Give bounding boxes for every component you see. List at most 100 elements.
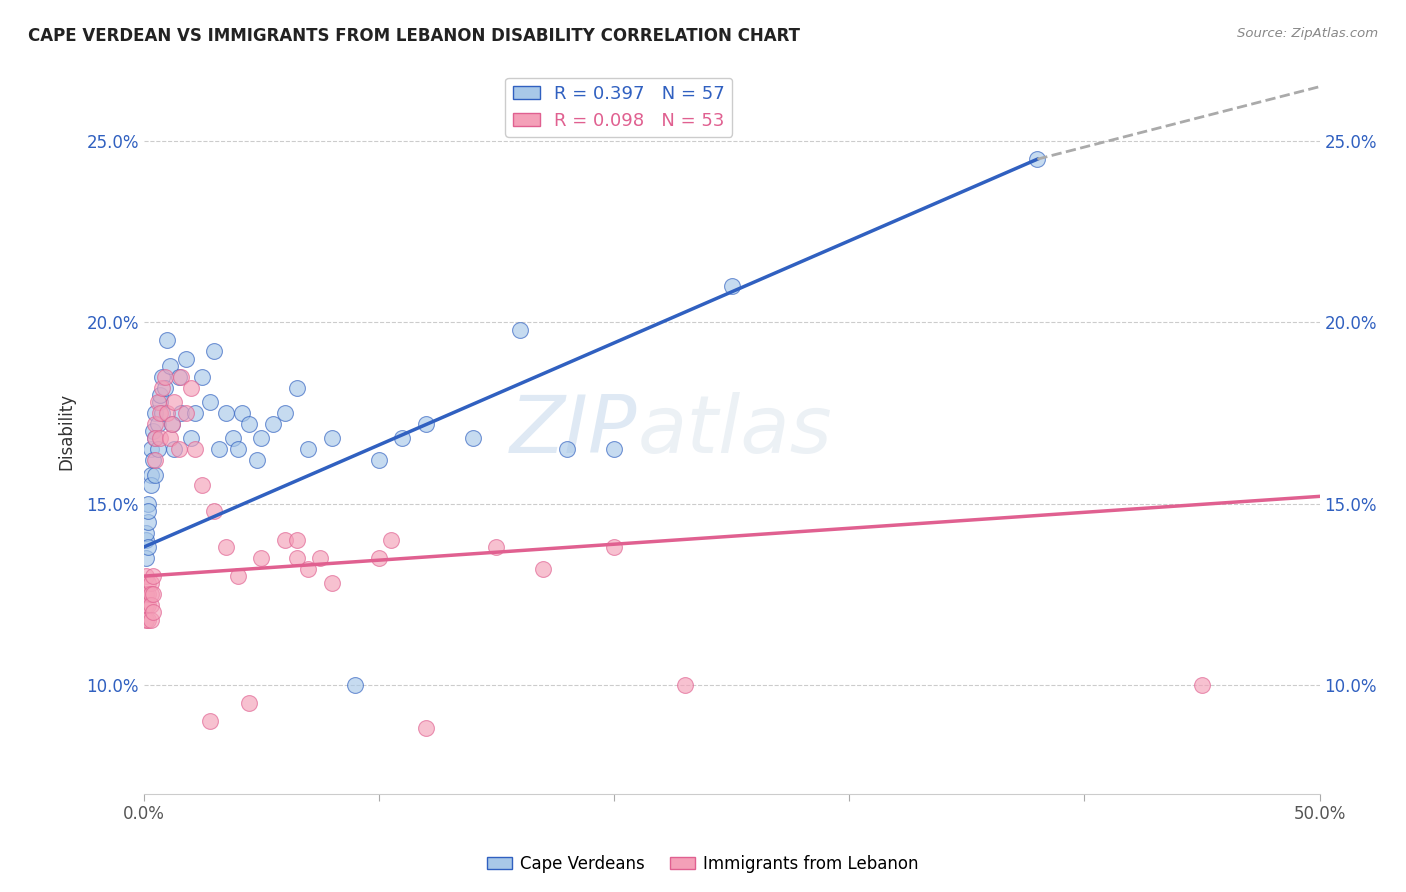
Point [170, 369, 193, 384]
Point [152, 369, 174, 384]
Point [174, 406, 197, 420]
Point [167, 442, 190, 457]
Point [215, 406, 238, 420]
Point [152, 406, 174, 420]
Point [149, 406, 172, 420]
Point [321, 576, 343, 591]
Point [152, 381, 174, 395]
Point [149, 395, 172, 409]
Point [180, 431, 202, 445]
Text: atlas: atlas [637, 392, 832, 470]
Point [138, 497, 160, 511]
Point [285, 381, 308, 395]
Point [139, 576, 162, 591]
Point [367, 453, 389, 467]
Point [142, 606, 165, 620]
Point [138, 515, 160, 529]
Point [202, 504, 225, 518]
Point [135, 569, 157, 583]
Point [159, 431, 181, 445]
Point [163, 442, 186, 457]
Legend: R = 0.397   N = 57, R = 0.098   N = 53: R = 0.397 N = 57, R = 0.098 N = 53 [506, 78, 733, 137]
Point [250, 551, 273, 566]
Point [149, 388, 172, 402]
Point [198, 395, 221, 409]
Point [153, 369, 176, 384]
Point [138, 613, 160, 627]
Point [149, 431, 172, 445]
Point [170, 406, 193, 420]
Point [139, 478, 162, 492]
Point [145, 431, 167, 445]
Point [262, 417, 284, 431]
Point [238, 696, 260, 710]
Point [145, 417, 167, 431]
Point [285, 551, 308, 566]
Point [367, 551, 389, 566]
Point [461, 431, 484, 445]
Text: Source: ZipAtlas.com: Source: ZipAtlas.com [1237, 27, 1378, 40]
Point [174, 351, 197, 366]
Point [509, 322, 531, 336]
Y-axis label: Disability: Disability [58, 392, 75, 470]
Point [198, 714, 221, 728]
Point [391, 431, 413, 445]
Point [226, 442, 249, 457]
Point [138, 587, 160, 601]
Point [139, 598, 162, 612]
Point [135, 525, 157, 540]
Point [139, 467, 162, 482]
Point [146, 417, 169, 431]
Point [142, 424, 165, 438]
Point [485, 540, 508, 554]
Point [603, 442, 626, 457]
Point [135, 613, 157, 627]
Point [285, 533, 308, 547]
Point [139, 442, 162, 457]
Point [163, 395, 186, 409]
Point [142, 587, 165, 601]
Point [202, 344, 225, 359]
Point [153, 381, 176, 395]
Point [1026, 152, 1049, 166]
Point [135, 551, 157, 566]
Point [138, 598, 160, 612]
Point [142, 569, 165, 583]
Point [222, 431, 245, 445]
Point [321, 431, 343, 445]
Point [138, 504, 160, 518]
Point [226, 569, 249, 583]
Point [156, 334, 179, 348]
Point [156, 406, 179, 420]
Text: ZIP: ZIP [510, 392, 637, 470]
Point [720, 279, 742, 293]
Point [135, 587, 157, 601]
Point [344, 678, 367, 692]
Point [238, 417, 260, 431]
Point [142, 453, 165, 467]
Point [138, 540, 160, 554]
Point [167, 369, 190, 384]
Point [160, 417, 183, 431]
Point [274, 406, 297, 420]
Point [533, 562, 555, 576]
Point [145, 453, 167, 467]
Point [184, 406, 207, 420]
Point [139, 613, 162, 627]
Point [415, 722, 437, 736]
Point [215, 540, 238, 554]
Point [145, 406, 167, 420]
Point [250, 431, 273, 445]
Point [145, 467, 167, 482]
Point [245, 453, 267, 467]
Point [274, 533, 297, 547]
Point [139, 587, 162, 601]
Text: CAPE VERDEAN VS IMMIGRANTS FROM LEBANON DISABILITY CORRELATION CHART: CAPE VERDEAN VS IMMIGRANTS FROM LEBANON … [28, 27, 800, 45]
Point [231, 406, 253, 420]
Point [673, 678, 696, 692]
Point [145, 431, 167, 445]
Point [191, 369, 214, 384]
Point [1191, 678, 1213, 692]
Point [160, 417, 183, 431]
Point [138, 576, 160, 591]
